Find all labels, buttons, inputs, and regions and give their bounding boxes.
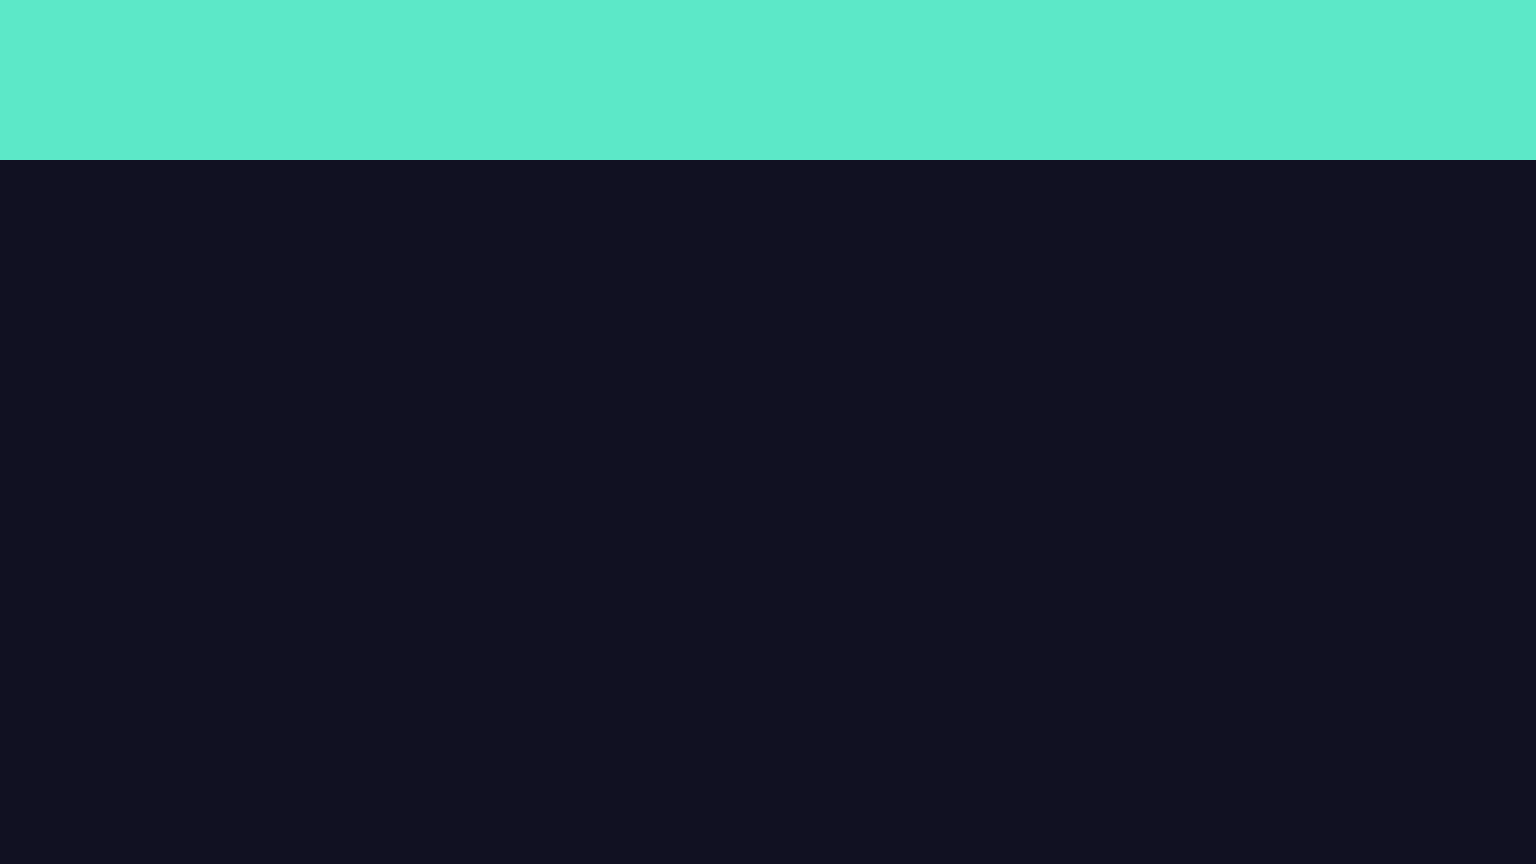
Text: 2: 2 [1441,729,1450,743]
Bar [1114,671,1181,752]
Bar [1312,701,1379,752]
Bar [716,599,783,752]
Text: BUILDERS: BUILDERS [1336,51,1524,84]
Text: R-NE-2: R-NE-2 [628,817,671,828]
Text: 335: 335 [834,182,863,196]
Bar [616,696,684,752]
Text: R-AZ-9: R-AZ-9 [1126,817,1167,828]
Text: Dean
Phillips: Dean Phillips [430,775,472,803]
Text: Americans Deserve the Full Story: Americans Deserve the Full Story [26,8,1118,65]
Text: John
Kennedy: John Kennedy [1321,775,1372,803]
Text: R-GA-14: R-GA-14 [823,817,874,828]
Text: 2: 2 [346,729,356,743]
Text: 1: 1 [246,731,257,745]
Bar [914,586,982,752]
Text: THAN BIPARTISAN PROBLEM SOLVERS*: THAN BIPARTISAN PROBLEM SOLVERS* [26,124,418,143]
FancyBboxPatch shape [800,850,1505,864]
Text: Gus
Bilirakis: Gus Bilirakis [129,775,175,803]
Text: R-PA-1: R-PA-1 [530,817,570,828]
Text: .: . [346,838,350,851]
Text: D-WA-6: D-WA-6 [229,817,275,828]
Bar [1412,748,1479,752]
Bar [814,201,882,752]
Text: Derek
Kilmer: Derek Kilmer [232,775,270,803]
Bar [1213,684,1281,752]
Text: 31: 31 [1336,682,1356,696]
Text: R-LA: R-LA [1332,817,1361,828]
Text: Brian
Fitzpatrick: Brian Fitzpatrick [519,775,581,803]
Text: Don
Bacon: Don Bacon [631,775,668,803]
Text: D-MI-12: D-MI-12 [1023,817,1072,828]
Text: 0: 0 [147,733,157,746]
Text: *Study conducted in partnership with Center for Media and Public Affairs at Geor: *Study conducted in partnership with Cen… [26,799,876,812]
Text: 49: 49 [1137,652,1157,666]
Text: See methodology at: See methodology at [26,838,157,851]
Text: D-VA-7: D-VA-7 [728,817,770,828]
Text: 5: 5 [445,725,455,739]
Text: 101: 101 [934,567,963,581]
Text: D-MN-3: D-MN-3 [427,817,473,828]
Text: NEWS ITEMS: NEWS ITEMS [167,209,266,223]
Text: D-HI-1: D-HI-1 [332,817,370,828]
FancyBboxPatch shape [100,850,797,864]
Bar [316,748,384,752]
Text: Marjorie
Taylor Greene: Marjorie Taylor Greene [808,775,889,803]
Text: R-FL-1: R-FL-1 [928,817,968,828]
Text: 34: 34 [641,677,659,691]
Text: D-CA-43: D-CA-43 [1221,817,1272,828]
Text: NEW STUDY: TOP MEDIA COVERS HYPER-PARTISAN POLITICIANS 4X MORE: NEW STUDY: TOP MEDIA COVERS HYPER-PARTIS… [26,86,770,105]
Text: Paul
Gosar: Paul Gosar [1129,775,1164,803]
Text: Matt
Gaetz: Matt Gaetz [931,775,965,803]
Text: changethecoverage.com: changethecoverage.com [178,838,333,851]
Bar [218,750,286,752]
Text: 93: 93 [739,580,759,594]
Text: 12: 12 [541,713,559,727]
FancyBboxPatch shape [0,183,734,249]
Bar [1014,664,1081,752]
Bar [416,743,484,752]
Text: R-FL-12: R-FL-12 [127,817,175,828]
Text: Ed
Case: Ed Case [336,775,366,803]
Text: Rashida
Tlaib: Rashida Tlaib [1025,775,1071,803]
Text: BIPARTISAN PROBLEM SOLVERS: BIPARTISAN PROBLEM SOLVERS [329,861,565,864]
Text: Abigail
Spanberger: Abigail Spanberger [714,775,783,803]
Text: 53: 53 [1038,645,1057,659]
Bar [516,732,584,752]
Text: D-CA-35: D-CA-35 [1421,817,1471,828]
Text: Maxine
Waters: Maxine Waters [1226,775,1267,803]
Text: 41: 41 [1236,665,1256,679]
Text: Norma
Torres: Norma Torres [1425,775,1465,803]
Text: HYPER-PARTISAN POLITICIANS: HYPER-PARTISAN POLITICIANS [1035,861,1263,864]
